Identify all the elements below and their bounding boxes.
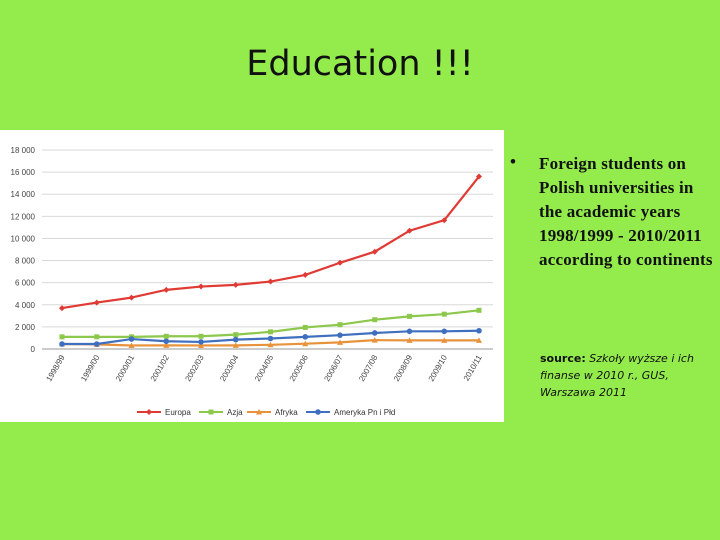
data-point-ameryka-pn-i-p-d (128, 336, 135, 342)
legend-marker-ameryka-pn-i-p-d (315, 409, 321, 415)
x-tick-label: 2005/06 (288, 353, 311, 383)
data-point-europa (198, 283, 204, 290)
legend-marker-azja (208, 409, 214, 415)
y-tick-label: 2 000 (15, 323, 36, 332)
series-line-europa (61, 175, 480, 310)
data-point-europa (406, 227, 413, 234)
data-point-ameryka-pn-i-p-d (163, 338, 170, 345)
data-point-azja (407, 313, 412, 319)
data-point-ameryka-pn-i-p-d (371, 330, 378, 336)
data-point-azja (163, 333, 169, 339)
data-point-europa (59, 305, 65, 312)
chart-panel: 0 2 000 4 000 6 000 8 000 10 000 12 000 14 000 1… (0, 130, 504, 422)
data-point-azja (337, 322, 343, 328)
data-point-azja (302, 324, 308, 330)
source-label: source: (540, 352, 586, 365)
data-point-azja (372, 317, 378, 323)
y-tick-label: 8 000 (15, 257, 36, 266)
y-tick-label: 14 000 (11, 190, 36, 199)
data-point-ameryka-pn-i-p-d (93, 341, 100, 347)
data-point-europa (128, 294, 135, 301)
data-point-europa (371, 248, 378, 255)
y-tick-label: 18 000 (11, 146, 36, 155)
data-point-afryka (371, 337, 378, 343)
y-tick-label: 0 (31, 345, 36, 354)
x-tick-label: 2000/01 (114, 353, 137, 383)
data-point-ameryka-pn-i-p-d (232, 336, 239, 343)
y-tick-label: 12 000 (11, 212, 36, 221)
y-tick-label: 6 000 (15, 279, 36, 288)
x-tick-label: 2001/02 (149, 353, 172, 383)
data-point-afryka (441, 337, 448, 343)
data-point-afryka (232, 342, 239, 348)
y-tick-label: 10 000 (11, 234, 36, 243)
data-point-afryka (476, 337, 482, 343)
data-point-europa (163, 286, 170, 293)
data-point-afryka (163, 342, 170, 348)
x-tick-label: 1998/99 (44, 353, 67, 383)
x-tick-label: 2007/08 (357, 353, 380, 383)
data-point-ameryka-pn-i-p-d (406, 328, 413, 335)
bullet-marker: • (510, 152, 516, 171)
data-point-azja (441, 311, 447, 317)
data-point-europa (267, 278, 274, 285)
data-point-afryka (302, 340, 309, 347)
data-point-europa (476, 173, 482, 180)
legend-label-afryka: Afryka (275, 408, 298, 417)
data-point-afryka (128, 342, 135, 348)
x-tick-label: 2003/04 (218, 353, 241, 383)
y-tick-label: 4 000 (15, 301, 36, 310)
x-tick-label: 1999/00 (79, 353, 102, 383)
data-point-ameryka-pn-i-p-d (337, 332, 343, 338)
data-point-ameryka-pn-i-p-d (302, 334, 309, 340)
data-point-ameryka-pn-i-p-d (267, 335, 274, 342)
bullet-block: • Foreign students on Polish universitie… (510, 152, 715, 272)
y-tick-label: 16 000 (11, 168, 36, 177)
x-tick-label: 2009/10 (427, 353, 450, 383)
x-tick-label: 2002/03 (183, 353, 206, 383)
data-point-europa (337, 259, 343, 266)
x-tick-label: 2004/05 (253, 353, 276, 383)
x-tick-label: 2006/07 (322, 353, 345, 383)
data-point-azja (268, 329, 273, 335)
slide-title: Education !!! (246, 44, 474, 84)
data-point-europa (232, 281, 239, 288)
legend-marker-afryka (256, 409, 262, 415)
legend-marker-europa (146, 409, 152, 415)
data-point-afryka (406, 337, 413, 343)
legend-label-europa: Europa (165, 408, 191, 417)
data-point-ameryka-pn-i-p-d (198, 339, 204, 345)
data-point-europa (302, 271, 309, 278)
data-point-europa (441, 217, 448, 224)
source-note: source: Szkoły wyższe i ich finanse w 20… (540, 350, 720, 401)
line-chart: 0 2 000 4 000 6 000 8 000 10 000 12 000 14 000 1… (11, 146, 493, 417)
source-text: Szkoły wyższe i ich finanse w 2010 r., G… (540, 352, 694, 399)
data-point-azja (198, 333, 204, 339)
data-point-afryka (337, 339, 343, 345)
data-point-azja (476, 307, 482, 313)
x-tick-label: 2010/11 (462, 353, 484, 383)
data-point-ameryka-pn-i-p-d (441, 328, 448, 335)
data-point-azja (233, 332, 239, 338)
x-tick-label: 2008/09 (392, 353, 415, 383)
data-point-azja (59, 334, 65, 340)
data-point-europa (93, 299, 100, 306)
legend-label-azja: Azja (227, 408, 243, 417)
data-point-ameryka-pn-i-p-d (59, 341, 65, 347)
data-point-afryka (267, 341, 274, 348)
data-point-azja (94, 334, 100, 340)
bullet-text: Foreign students on Polish universities … (539, 154, 713, 269)
data-point-ameryka-pn-i-p-d (476, 327, 482, 334)
legend-label-ameryka-pn-i-p-d: Ameryka Pn i Płd (334, 408, 395, 417)
data-point-afryka (198, 342, 204, 348)
